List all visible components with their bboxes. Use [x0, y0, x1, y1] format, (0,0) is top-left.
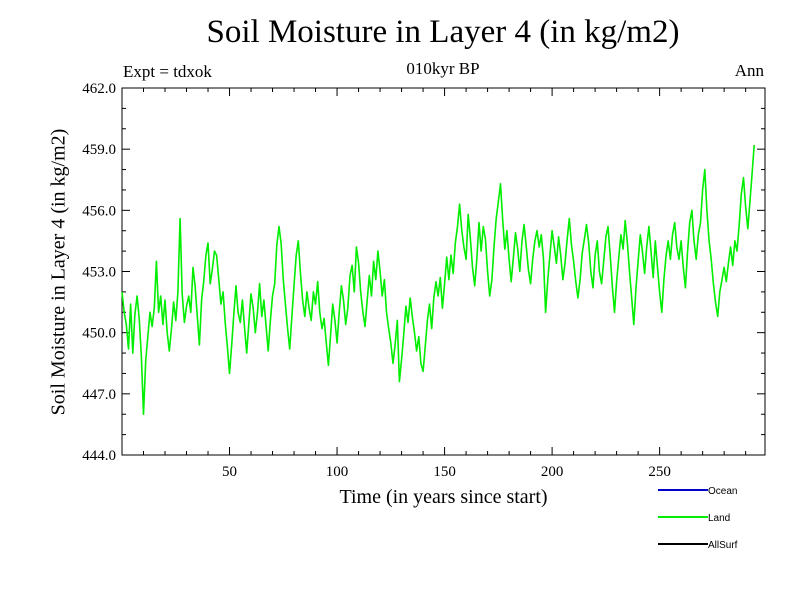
- x-tick-label: 100: [326, 464, 349, 480]
- legend-label-ocean: Ocean: [708, 486, 737, 497]
- x-tick-label: 200: [541, 464, 564, 480]
- chart-title: Soil Moisture in Layer 4 (in kg/m2): [206, 14, 680, 50]
- y-tick-label: 456.0: [82, 203, 116, 219]
- chart-subtitle: 010kyr BP: [406, 59, 480, 78]
- legend-label-allsurf: AllSurf: [708, 540, 738, 551]
- x-tick-label: 150: [433, 464, 456, 480]
- experiment-label: Expt = tdxok: [123, 62, 212, 81]
- y-tick-label: 462.0: [82, 81, 116, 97]
- legend: Ocean Land AllSurf: [658, 486, 738, 551]
- x-axis-label: Time (in years since start): [339, 486, 548, 508]
- y-tick-label: 453.0: [82, 265, 116, 281]
- series-line-land: [121, 145, 755, 416]
- x-tick-label: 50: [222, 464, 237, 480]
- y-tick-label: 444.0: [82, 448, 116, 464]
- legend-label-land: Land: [708, 513, 730, 524]
- axis-tick-labels: 50 100 150 200 250 444.0 447.0 450.0 453.0 456.0 4…: [82, 81, 671, 480]
- series-group: [121, 145, 755, 416]
- y-tick-label: 447.0: [82, 387, 116, 403]
- season-label: Ann: [734, 61, 764, 80]
- y-tick-label: 459.0: [82, 142, 116, 158]
- x-tick-label: 250: [648, 464, 671, 480]
- y-tick-label: 450.0: [82, 326, 116, 342]
